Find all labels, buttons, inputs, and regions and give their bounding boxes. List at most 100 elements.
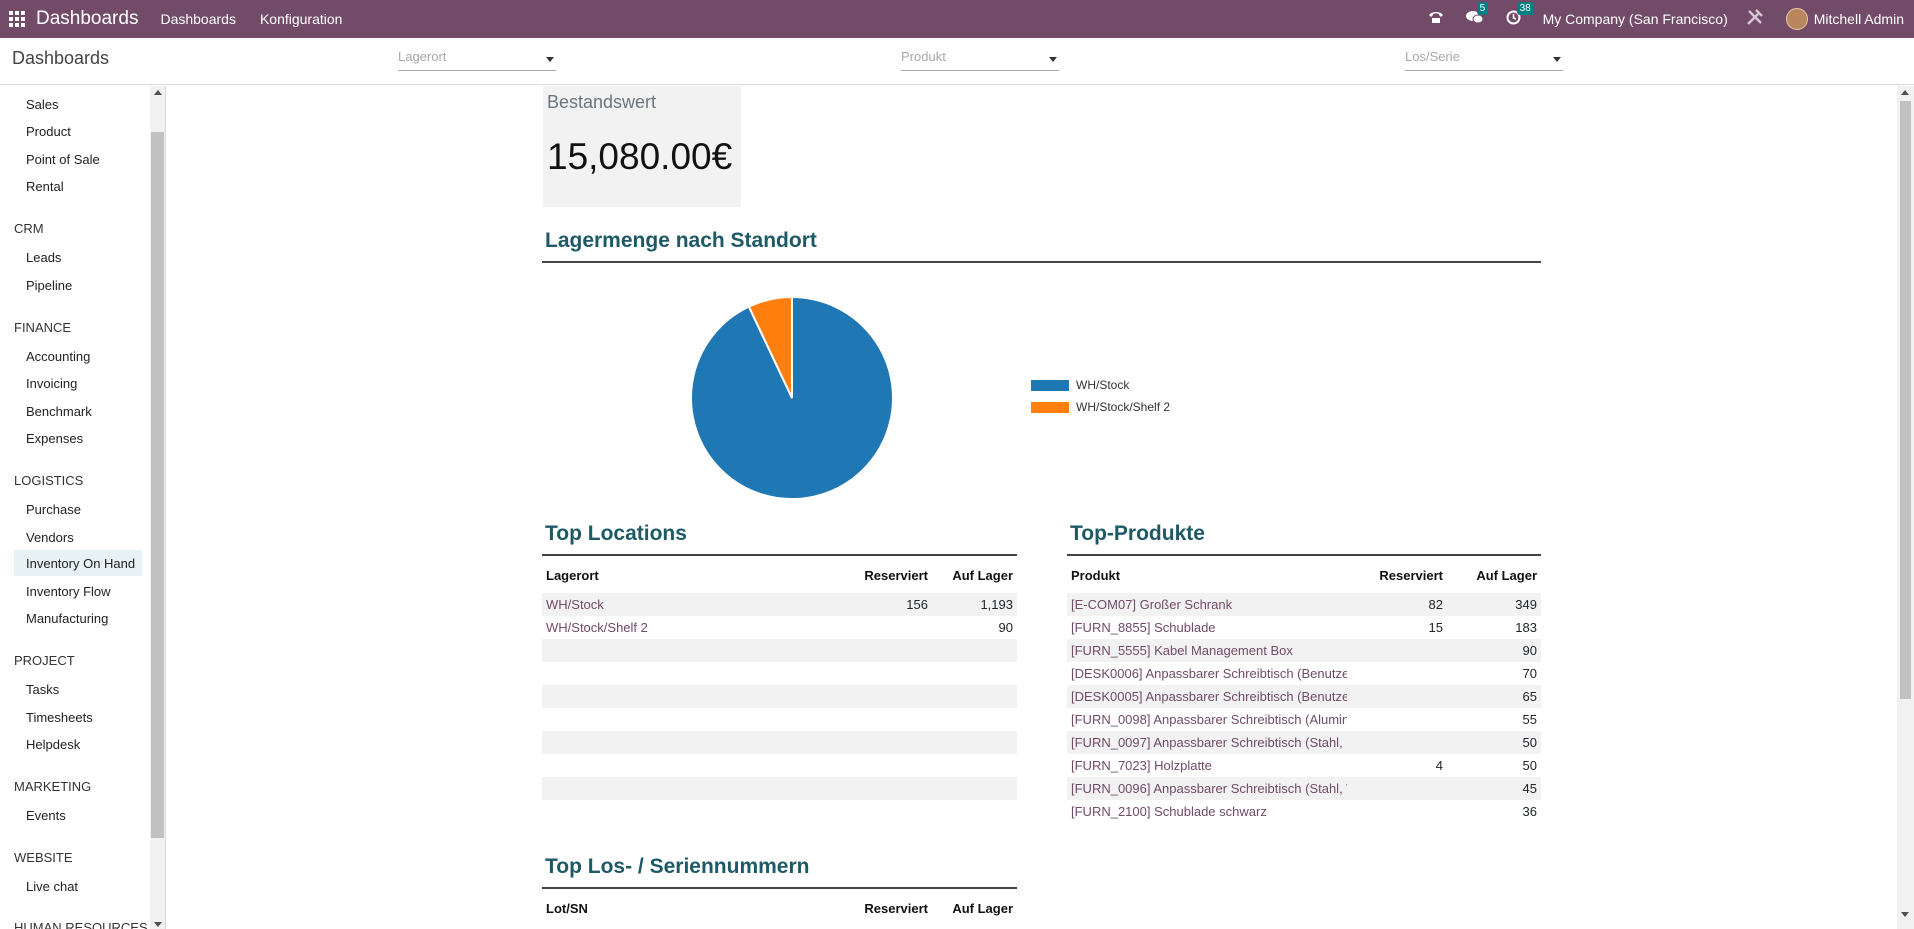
cell-name: [DESK0006] Anpassbarer Schreibtisch (Ben… xyxy=(1071,666,1347,681)
cell-name: [FURN_0098] Anpassbarer Schreibtisch (Al… xyxy=(1071,712,1347,727)
sidebar-item-purchase[interactable]: Purchase xyxy=(26,502,81,517)
app-brand[interactable]: Dashboards xyxy=(36,8,139,29)
cell-name: [FURN_2100] Schublade schwarz xyxy=(1071,804,1267,819)
column-header-lagerort[interactable]: Lagerort xyxy=(546,567,599,583)
table-row[interactable]: [FURN_2100] Schublade schwarz 36 xyxy=(1067,800,1541,823)
cell-reserved xyxy=(842,685,932,708)
section-title-top-locations: Top Locations xyxy=(545,522,687,545)
pie-slice[interactable] xyxy=(747,296,793,399)
cell-name: [FURN_0097] Anpassbarer Schreibtisch (St… xyxy=(1067,731,1347,754)
sidebar-item-accounting[interactable]: Accounting xyxy=(26,349,91,364)
sidebar-item-pipeline[interactable]: Pipeline xyxy=(26,278,73,293)
sidebar-item-inventory-on-hand[interactable]: Inventory On Hand xyxy=(26,556,136,571)
cell-on-hand: 50 xyxy=(1447,731,1541,754)
apps-menu-icon[interactable] xyxy=(2,0,32,38)
filter-produkt-placeholder: Produkt xyxy=(901,49,946,64)
sidebar-item-benchmark[interactable]: Benchmark xyxy=(26,404,92,419)
menu-dashboards[interactable]: Dashboards xyxy=(160,11,236,27)
main-scrollbar[interactable] xyxy=(1897,86,1914,929)
cell-reserved xyxy=(842,616,932,639)
top-lots-table: Lot/SN Reserviert Auf Lager xyxy=(542,890,1017,926)
sidebar-active-highlight xyxy=(14,550,142,576)
sidebar-scroll-thumb[interactable] xyxy=(151,132,164,838)
debug-tools-icon[interactable] xyxy=(1746,8,1764,30)
sidebar-item-timesheets[interactable]: Timesheets xyxy=(26,710,93,725)
column-header-reserviert[interactable]: Reserviert xyxy=(864,567,928,583)
table-row[interactable]: [E-COM07] Großer Schrank 82 349 xyxy=(1067,593,1541,616)
sidebar-item-leads[interactable]: Leads xyxy=(26,250,62,265)
table-row[interactable]: [FURN_7023] Holzplatte 4 50 xyxy=(1067,754,1541,777)
cell-reserved xyxy=(1347,800,1447,823)
table-row xyxy=(542,662,1017,685)
column-header-reserviert[interactable]: Reserviert xyxy=(1379,567,1443,583)
menu-konfiguration[interactable]: Konfiguration xyxy=(259,11,343,27)
user-menu[interactable]: Mitchell Admin xyxy=(1813,11,1904,27)
filter-los-serie-placeholder: Los/Serie xyxy=(1405,49,1460,64)
sidebar-item-inventory-flow[interactable]: Inventory Flow xyxy=(26,584,111,599)
sidebar-item-invoicing[interactable]: Invoicing xyxy=(26,376,78,391)
sidebar-item-sales[interactable]: Sales xyxy=(26,97,59,112)
column-header-reserviert[interactable]: Reserviert xyxy=(864,900,928,916)
scroll-up-icon[interactable] xyxy=(1901,90,1909,95)
sidebar-item-events[interactable]: Events xyxy=(26,808,66,823)
sidebar-category-human-resources: HUMAN RESOURCES xyxy=(14,920,148,929)
cell-reserved xyxy=(842,662,932,685)
chevron-down-icon xyxy=(546,57,554,62)
column-header-auf-lager[interactable]: Auf Lager xyxy=(1476,567,1537,583)
sidebar-item-helpdesk[interactable]: Helpdesk xyxy=(26,737,81,752)
table-row[interactable]: [FURN_0098] Anpassbarer Schreibtisch (Al… xyxy=(1067,708,1541,731)
cell-name: [FURN_7023] Holzplatte xyxy=(1071,758,1212,773)
sidebar-item-rental[interactable]: Rental xyxy=(26,179,64,194)
sidebar-item-tasks[interactable]: Tasks xyxy=(26,682,60,697)
main-scroll-thumb[interactable] xyxy=(1900,101,1911,699)
top-locations-table: Lagerort Reserviert Auf Lager WH/Stock 15… xyxy=(542,557,1017,800)
cell-reserved xyxy=(842,754,932,777)
cell-reserved xyxy=(842,708,932,731)
activities-icon[interactable]: 38 xyxy=(1506,1,1534,29)
sidebar-item-manufacturing[interactable]: Manufacturing xyxy=(26,611,109,626)
section-divider xyxy=(542,554,1017,556)
scroll-down-icon[interactable] xyxy=(1901,912,1909,917)
table-row[interactable]: WH/Stock/Shelf 2 90 xyxy=(542,616,1017,639)
user-avatar[interactable] xyxy=(1785,8,1808,30)
column-header-auf-lager[interactable]: Auf Lager xyxy=(952,567,1013,583)
sidebar-item-point-of-sale[interactable]: Point of Sale xyxy=(26,152,100,167)
sidebar-category-marketing: MARKETING xyxy=(14,779,92,794)
filter-los-serie[interactable]: Los/Serie xyxy=(1405,49,1563,71)
table-row[interactable]: [FURN_0097] Anpassbarer Schreibtisch (St… xyxy=(1067,731,1541,754)
cell-name: WH/Stock/Shelf 2 xyxy=(546,620,648,635)
scroll-up-icon[interactable] xyxy=(154,90,162,95)
messages-icon[interactable]: 5 xyxy=(1465,2,1489,28)
company-switcher[interactable]: My Company (San Francisco) xyxy=(1542,11,1728,27)
cell-name xyxy=(542,731,842,754)
table-row[interactable]: [DESK0006] Anpassbarer Schreibtisch (Ben… xyxy=(1067,662,1541,685)
legend-label: WH/Stock xyxy=(1076,378,1130,392)
sidebar-item-product[interactable]: Product xyxy=(26,124,71,139)
table-row[interactable]: [FURN_5555] Kabel Management Box 90 xyxy=(1067,639,1541,662)
table-row[interactable]: WH/Stock 156 1,193 xyxy=(542,593,1017,616)
table-row xyxy=(542,639,1017,662)
table-row xyxy=(542,685,1017,708)
top-products-table: Produkt Reserviert Auf Lager [E-COM07] G… xyxy=(1067,557,1541,823)
filter-lagerort[interactable]: Lagerort xyxy=(398,49,556,71)
column-header-lot-sn[interactable]: Lot/SN xyxy=(546,900,588,916)
column-header-auf-lager[interactable]: Auf Lager xyxy=(952,900,1013,916)
sidebar-scrollbar[interactable] xyxy=(150,86,165,929)
column-header-produkt[interactable]: Produkt xyxy=(1071,567,1121,583)
sidebar-category-crm: CRM xyxy=(14,221,44,236)
table-row xyxy=(542,731,1017,754)
sidebar-item-live-chat[interactable]: Live chat xyxy=(26,879,79,894)
sidebar-category-project: PROJECT xyxy=(14,653,75,668)
sidebar-item-vendors[interactable]: Vendors xyxy=(26,530,74,545)
scroll-down-icon[interactable] xyxy=(154,922,162,927)
table-row[interactable]: [FURN_0096] Anpassbarer Schreibtisch (St… xyxy=(1067,777,1541,800)
section-title-top-lots: Top Los- / Seriennummern xyxy=(545,855,810,878)
phone-icon[interactable] xyxy=(1428,10,1444,28)
table-row[interactable]: [FURN_8855] Schublade 15 183 xyxy=(1067,616,1541,639)
table-row[interactable]: [DESK0005] Anpassbarer Schreibtisch (Ben… xyxy=(1067,685,1541,708)
sidebar-item-expenses[interactable]: Expenses xyxy=(26,431,84,446)
filter-produkt[interactable]: Produkt xyxy=(901,49,1059,71)
sidebar-category-finance: FINANCE xyxy=(14,320,72,335)
cell-on-hand: 349 xyxy=(1447,593,1541,616)
breadcrumb: Dashboards xyxy=(12,48,110,68)
